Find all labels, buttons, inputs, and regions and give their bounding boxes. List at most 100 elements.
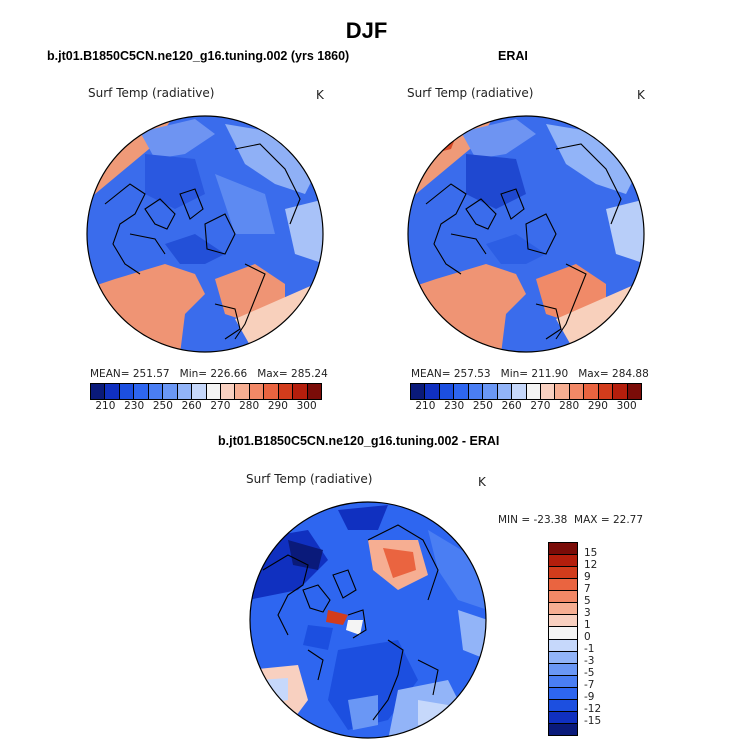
obs-colorbar-tick-label: 290 (587, 400, 608, 412)
model-colorbar-tick-label: 230 (124, 400, 145, 412)
model-colorbar-swatch (278, 384, 294, 399)
model-colorbar-swatch (220, 384, 236, 399)
diff-colorbar-swatch (549, 579, 577, 592)
obs-colorbar-swatch (483, 384, 498, 399)
obs-colorbar-swatch (526, 384, 541, 399)
diff-colorbar-tick-label: -3 (584, 655, 595, 667)
diff-colorbar-swatch (549, 603, 577, 616)
obs-colorbar-ticks: 210 230 250 260 270 280 290 300 (410, 400, 640, 414)
model-colorbar-swatch (293, 384, 308, 399)
obs-variable-label: Surf Temp (radiative) (407, 86, 534, 100)
diff-colorbar-tick-label: -12 (584, 703, 602, 715)
obs-colorbar-tick-label: 270 (530, 400, 551, 412)
model-colorbar-swatch (134, 384, 149, 399)
obs-panel-title: ERAI (498, 49, 528, 63)
obs-colorbar-tick-label: 280 (559, 400, 580, 412)
model-colorbar-tick-label: 290 (267, 400, 288, 412)
diff-colorbar (548, 542, 578, 736)
obs-colorbar-tick-label: 210 (415, 400, 436, 412)
diff-colorbar-swatch (549, 723, 577, 735)
obs-colorbar-swatch (598, 384, 614, 399)
obs-colorbar-swatch (555, 384, 570, 399)
diff-colorbar-swatch (549, 699, 577, 712)
obs-polar-map (407, 115, 645, 353)
obs-colorbar-tick-label: 260 (501, 400, 522, 412)
diff-colorbar-swatch (549, 627, 577, 640)
model-colorbar-ticks: 210 230 250 260 270 280 290 300 (90, 400, 320, 414)
obs-colorbar-swatch (627, 384, 641, 399)
model-colorbar-tick-label: 250 (152, 400, 173, 412)
diff-colorbar-tick-label: 3 (584, 607, 591, 619)
diff-polar-map (249, 501, 487, 739)
model-stats: MEAN= 251.57 Min= 226.66 Max= 285.24 (90, 368, 328, 380)
obs-colorbar (410, 383, 642, 400)
obs-colorbar-swatch (454, 384, 469, 399)
model-colorbar-swatch (105, 384, 120, 399)
model-colorbar-swatch (206, 384, 221, 399)
model-colorbar-swatch (235, 384, 250, 399)
diff-colorbar-swatch (549, 615, 577, 628)
obs-colorbar-swatch (411, 384, 426, 399)
diff-colorbar-swatch (549, 663, 577, 676)
model-colorbar-swatch (119, 384, 135, 399)
figure-title: DJF (345, 18, 388, 43)
obs-units-label: K (637, 88, 645, 102)
model-colorbar-swatch (91, 384, 106, 399)
diff-colorbar-tick-label: -15 (584, 715, 602, 727)
diff-colorbar-swatch (549, 675, 577, 688)
diff-colorbar-tick-label: 12 (584, 559, 598, 571)
model-colorbar-swatch (307, 384, 321, 399)
diff-colorbar-tick-label: 9 (584, 571, 591, 583)
model-colorbar-tick-label: 300 (296, 400, 317, 412)
diff-colorbar-swatch (549, 591, 577, 604)
obs-colorbar-swatch (425, 384, 440, 399)
model-colorbar-swatch (163, 384, 178, 399)
obs-colorbar-tick-label: 250 (472, 400, 493, 412)
model-colorbar-swatch (177, 384, 193, 399)
diff-colorbar-swatch (549, 651, 577, 664)
model-colorbar-tick-label: 270 (210, 400, 231, 412)
model-colorbar-swatch (249, 384, 265, 399)
model-colorbar (90, 383, 322, 400)
obs-colorbar-swatch (439, 384, 455, 399)
diff-units-label: K (478, 475, 486, 489)
diff-colorbar-tick-label: -1 (584, 643, 595, 655)
model-variable-label: Surf Temp (radiative) (88, 86, 215, 100)
diff-colorbar-tick-label: -7 (584, 679, 595, 691)
diff-colorbar-swatch (549, 543, 577, 556)
obs-colorbar-swatch (497, 384, 513, 399)
diff-colorbar-tick-label: 5 (584, 595, 591, 607)
obs-colorbar-swatch (584, 384, 599, 399)
diff-stats: MIN = -23.38 MAX = 22.77 (498, 514, 644, 526)
diff-panel-title: b.jt01.B1850C5CN.ne120_g16.tuning.002 - … (218, 434, 500, 448)
diff-colorbar-tick-label: 1 (584, 619, 591, 631)
obs-colorbar-swatch (613, 384, 628, 399)
model-units-label: K (316, 88, 324, 102)
diff-colorbar-ticks: 15 12 9 7 5 3 1 0 -1 -3 -5 -7 -9 -12 -15 (584, 542, 624, 734)
model-panel-title: b.jt01.B1850C5CN.ne120_g16.tuning.002 (y… (47, 49, 350, 63)
diff-colorbar-swatch (549, 639, 577, 652)
model-polar-map (86, 115, 324, 353)
model-colorbar-swatch (148, 384, 164, 399)
model-colorbar-tick-label: 280 (239, 400, 260, 412)
obs-stats: MEAN= 257.53 Min= 211.90 Max= 284.88 (411, 368, 649, 380)
obs-colorbar-tick-label: 230 (444, 400, 465, 412)
model-colorbar-swatch (264, 384, 279, 399)
diff-variable-label: Surf Temp (radiative) (246, 472, 373, 486)
obs-colorbar-swatch (512, 384, 527, 399)
diff-colorbar-swatch (549, 687, 577, 700)
diff-colorbar-tick-label: -9 (584, 691, 595, 703)
model-colorbar-swatch (192, 384, 207, 399)
model-colorbar-tick-label: 260 (181, 400, 202, 412)
diff-colorbar-tick-label: -5 (584, 667, 595, 679)
diff-colorbar-swatch (549, 711, 577, 724)
diff-colorbar-swatch (549, 555, 577, 568)
obs-colorbar-swatch (468, 384, 484, 399)
diff-colorbar-swatch (549, 567, 577, 580)
model-colorbar-tick-label: 210 (95, 400, 116, 412)
obs-colorbar-swatch (540, 384, 556, 399)
obs-colorbar-swatch (569, 384, 585, 399)
diff-colorbar-tick-label: 0 (584, 631, 591, 643)
diff-colorbar-tick-label: 15 (584, 547, 598, 559)
diff-colorbar-tick-label: 7 (584, 583, 591, 595)
